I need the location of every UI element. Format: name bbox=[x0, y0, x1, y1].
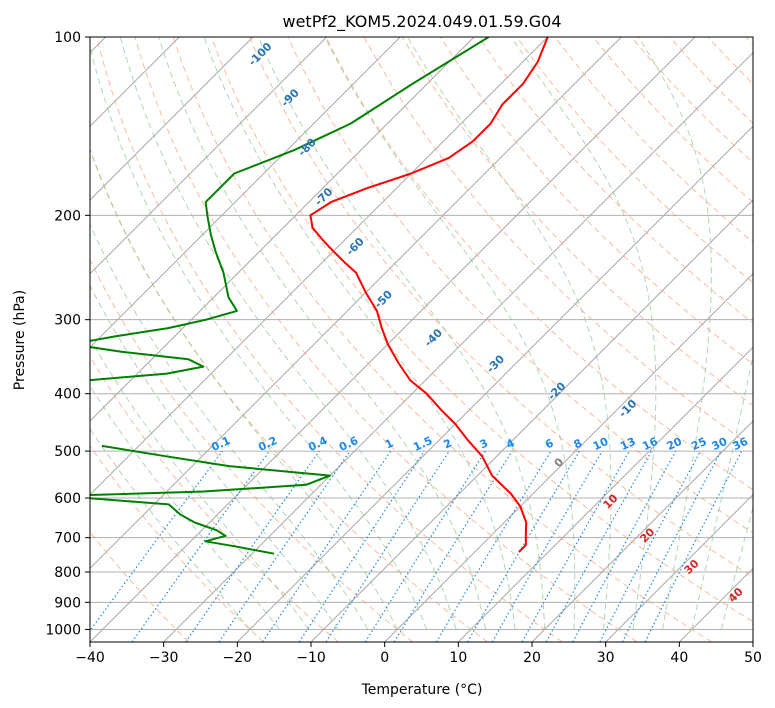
dry-adiabat-line bbox=[249, 37, 753, 578]
dry-adiabat-line bbox=[172, 37, 712, 642]
x-tick-label: 0 bbox=[380, 650, 389, 666]
moist-adiabat-line bbox=[720, 505, 753, 630]
mixing-ratio-label: 25 bbox=[689, 435, 708, 453]
moist-adiabat-line bbox=[90, 384, 280, 630]
moist-adiabat-line bbox=[257, 37, 546, 630]
mixing-ratio-line bbox=[131, 450, 270, 642]
dry-adiabat-line bbox=[134, 37, 638, 642]
mixing-ratio-line bbox=[393, 450, 513, 642]
mixing-ratio-label: 36 bbox=[731, 435, 751, 453]
moist-adiabat-line bbox=[90, 284, 339, 630]
isotherm-line bbox=[384, 272, 753, 642]
moist-adiabat-line bbox=[119, 37, 457, 630]
dry-adiabat-line bbox=[516, 37, 753, 284]
plot-frame bbox=[89, 36, 754, 643]
x-tick-label: 10 bbox=[449, 650, 467, 666]
isotherm-line bbox=[90, 37, 549, 496]
x-tick-label: 30 bbox=[597, 650, 615, 666]
x-tick-label: −30 bbox=[149, 650, 179, 666]
mixing-ratio-label: 13 bbox=[618, 435, 637, 453]
isotherm-line bbox=[163, 51, 753, 642]
isotherm-line bbox=[457, 346, 753, 642]
dry-adiabat-line bbox=[210, 37, 753, 623]
profile-lines bbox=[90, 37, 549, 555]
dry-adiabat-line bbox=[325, 37, 753, 491]
y-tick-label: 1000 bbox=[45, 622, 81, 638]
isotherm-line bbox=[90, 37, 696, 642]
x-tick-label: −10 bbox=[296, 650, 326, 666]
mixing-ratio-line bbox=[644, 450, 743, 642]
dry-adiabat-line bbox=[90, 258, 414, 642]
moist-adiabat-line bbox=[324, 37, 576, 630]
isotherm-line bbox=[310, 199, 753, 642]
isotherm-line bbox=[90, 37, 328, 275]
x-tick-label: 50 bbox=[744, 650, 762, 666]
moist-adiabat-line bbox=[510, 37, 657, 630]
x-tick-label: 20 bbox=[523, 650, 541, 666]
x-tick-label: −40 bbox=[75, 650, 105, 666]
mixing-ratio-line bbox=[572, 450, 677, 642]
y-tick-label: 900 bbox=[54, 595, 81, 611]
dry-adiabat-line bbox=[90, 445, 264, 642]
chart-title: wetPf2_KOM5.2024.049.01.59.G04 bbox=[282, 12, 561, 32]
mixing-ratio-line bbox=[185, 450, 320, 642]
y-axis-ticks: 100 200 300 400 500 600 700 800 900 1000 bbox=[45, 30, 90, 638]
profile-line bbox=[309, 37, 549, 553]
dry-adiabat-line bbox=[287, 37, 753, 534]
dry-adiabat-line bbox=[90, 355, 339, 642]
y-tick-label: 400 bbox=[54, 387, 81, 403]
moist-adiabat-line bbox=[158, 37, 487, 630]
isotherm-line bbox=[531, 420, 753, 642]
isotherm-line bbox=[90, 37, 254, 201]
y-tick-label: 500 bbox=[54, 444, 81, 460]
mixing-ratio-line bbox=[218, 450, 351, 642]
y-tick-label: 700 bbox=[54, 531, 81, 547]
x-tick-label: 40 bbox=[670, 650, 688, 666]
moist-adiabat-line bbox=[691, 353, 753, 630]
y-axis-label: Pressure (hPa) bbox=[12, 290, 28, 390]
x-axis-label: Temperature (°C) bbox=[361, 682, 483, 698]
moist-adiabat-line bbox=[637, 37, 712, 630]
mixing-ratio-label: 20 bbox=[665, 435, 685, 453]
x-axis-ticks: −40 −30 −20 −10 0 10 20 30 40 50 bbox=[75, 642, 762, 666]
isotherm-line bbox=[236, 125, 753, 642]
isotherm-line bbox=[90, 37, 622, 570]
profile-line bbox=[90, 37, 490, 382]
moist-adiabat-line bbox=[90, 222, 369, 630]
isotherm-line bbox=[605, 493, 753, 642]
mixing-ratio-line bbox=[262, 450, 392, 642]
y-tick-label: 600 bbox=[54, 491, 81, 507]
moist-adiabat-line bbox=[203, 37, 516, 630]
mixing-ratio-label: 30 bbox=[710, 435, 730, 453]
isotherm-line bbox=[90, 37, 475, 422]
profile-line bbox=[90, 444, 331, 555]
mixing-ratio-label: 16 bbox=[640, 435, 660, 453]
y-tick-label: 800 bbox=[54, 565, 81, 581]
mixing-ratio-label: 10 bbox=[591, 435, 611, 453]
y-tick-label: 200 bbox=[54, 208, 81, 224]
dry-adiabat-line bbox=[96, 37, 563, 642]
background-lines bbox=[90, 37, 753, 642]
mixing-ratio-line bbox=[325, 450, 450, 642]
mixing-ratio-line bbox=[521, 450, 631, 642]
y-tick-label: 300 bbox=[54, 313, 81, 329]
y-tick-label: 100 bbox=[54, 30, 81, 46]
moist-adiabat-line bbox=[90, 337, 310, 630]
plot-area bbox=[90, 37, 753, 642]
moist-adiabat-line bbox=[90, 427, 251, 630]
mixing-ratio-line bbox=[90, 450, 223, 632]
moist-adiabat-line bbox=[90, 44, 428, 630]
mixing-ratio-line bbox=[545, 450, 653, 642]
mixing-ratio-line bbox=[298, 450, 425, 642]
x-tick-label: −20 bbox=[223, 650, 253, 666]
moist-adiabat-line bbox=[407, 37, 612, 630]
